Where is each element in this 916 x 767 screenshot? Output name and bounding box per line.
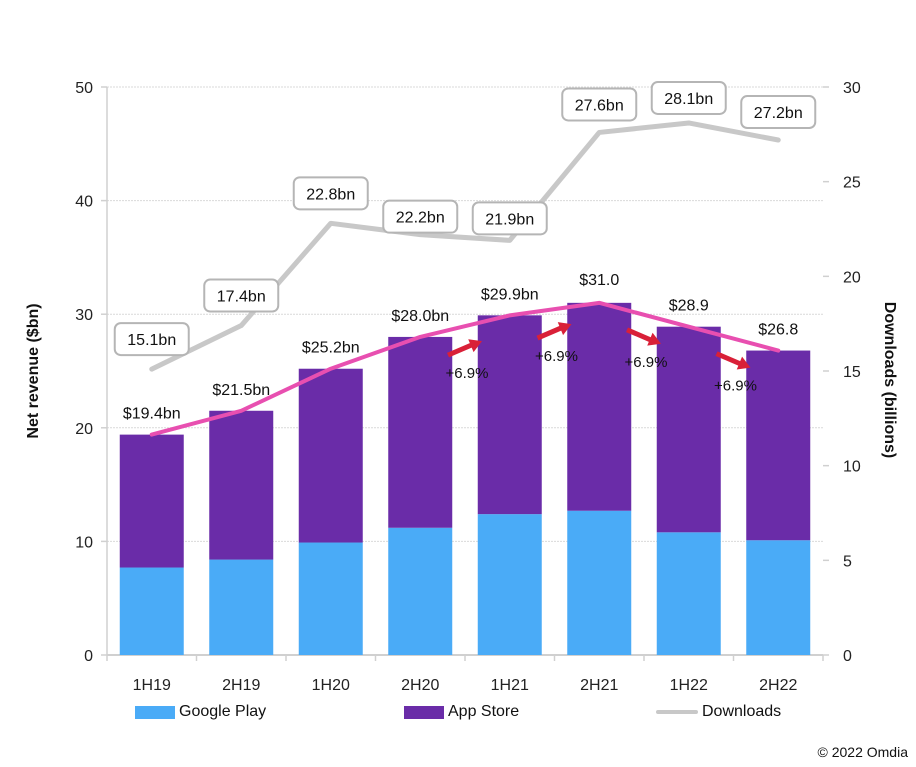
copyright: © 2022 Omdia [817,744,908,760]
bar-google-play [388,527,453,655]
downloads-label-box [740,95,817,130]
total-revenue-label: $28.0bn [391,308,449,325]
y-tick-label: 30 [75,307,93,324]
bar-google-play [209,559,274,655]
bar-app-store [656,326,721,533]
bar-app-store [298,368,363,543]
downloads-label-box [292,176,369,211]
bar-app-store [746,350,811,541]
growth-arrowhead-icon [557,322,572,336]
growth-arrowhead-icon [736,356,751,370]
legend-label-google-play: Google Play [179,703,267,720]
legend: Google Play App Store Downloads [0,703,916,725]
chart: 0 10 20 30 40 50 0 5 10 15 20 25 30 1H19 2H19 1H20 2H20 1… [25,80,898,694]
y2-tick-label: 10 [843,459,861,476]
growth-label: +6.9% [625,354,668,371]
downloads-data-label: 27.2bn [754,105,803,122]
total-revenue-label: $25.2bn [302,340,360,357]
growth-label: +6.9% [446,365,489,382]
legend-item-app-store: App Store [404,703,519,721]
growth-label: +6.9% [535,348,578,365]
bar-app-store [477,315,542,515]
y-tick-label: 40 [75,194,93,211]
y2-tick-label: 20 [843,269,861,286]
y2-tick-label: 5 [843,553,852,570]
legend-item-downloads: Downloads [656,703,781,721]
y2-tick-label: 25 [843,175,861,192]
downloads-label-box [113,322,190,357]
bar-app-store [119,434,184,568]
legend-swatch-app-store [404,705,444,719]
downloads-label-box [203,278,280,313]
downloads-data-label: 22.8bn [306,186,355,203]
x-tick-label: 2H20 [401,677,439,694]
downloads-data-label: 17.4bn [217,289,266,306]
y-axis-title: Net revenue ($bn) [25,303,42,438]
growth-label: +6.9% [714,378,757,395]
bar-app-store [388,336,453,528]
bar-google-play [567,510,632,655]
downloads-data-label: 22.2bn [396,210,445,227]
downloads-label-box [471,201,548,236]
y2-tick-label: 0 [843,648,852,665]
bar-google-play [119,567,184,655]
downloads-label-box [650,80,727,115]
y-tick-label: 20 [75,421,93,438]
legend-swatch-downloads [656,710,698,714]
total-revenue-label: $28.9 [669,298,709,315]
x-tick-label: 1H19 [133,677,171,694]
x-tick-label: 1H21 [491,677,529,694]
legend-item-google-play: Google Play [135,703,266,721]
total-revenue-label: $26.8 [758,322,798,339]
x-tick-label: 2H22 [759,677,797,694]
bar-google-play [656,532,721,655]
legend-swatch-google-play [135,705,175,719]
growth-arrowhead-icon [647,332,661,346]
bars [119,302,811,655]
total-revenue-label: $21.5bn [212,382,270,399]
bar-google-play [298,542,363,655]
downloads-data-label: 27.6bn [575,97,624,114]
gridlines [107,86,823,542]
legend-label-app-store: App Store [448,703,520,720]
y2-axis-title: Downloads (billions) [881,302,898,458]
total-revenue-label: $29.9bn [481,286,539,303]
x-tick-label: 1H22 [670,677,708,694]
line-total-revenue-trend [149,300,781,437]
downloads-label-box [382,199,459,234]
growth-arrowhead-icon [468,339,482,353]
total-revenue-label: $31.0 [579,272,619,289]
downloads-label-box [561,87,638,122]
bar-google-play [746,540,811,655]
y2-tick-label: 15 [843,364,861,381]
x-tick-label: 2H19 [222,677,260,694]
y-tick-label: 0 [84,648,93,665]
total-revenue-label: $19.4bn [123,406,181,423]
y-tick-label: 50 [75,80,93,97]
bar-google-play [477,514,542,655]
y2-tick-label: 30 [843,80,861,97]
downloads-data-label: 15.1bn [127,332,176,349]
bar-app-store [567,302,632,511]
data-labels: 15.1bn 17.4bn 22.8bn 22.2bn 21.9bn 27.6bn 28.1… [113,80,817,423]
downloads-data-label: 28.1bn [664,91,713,108]
x-tick-label: 2H21 [580,677,618,694]
bar-app-store [209,410,274,560]
downloads-data-label: 21.9bn [485,211,534,228]
annotations: +6.9% +6.9% +6.9% +6.9% [446,322,757,395]
x-tick-label: 1H20 [312,677,350,694]
y-tick-label: 10 [75,534,93,551]
legend-label-downloads: Downloads [702,703,782,720]
